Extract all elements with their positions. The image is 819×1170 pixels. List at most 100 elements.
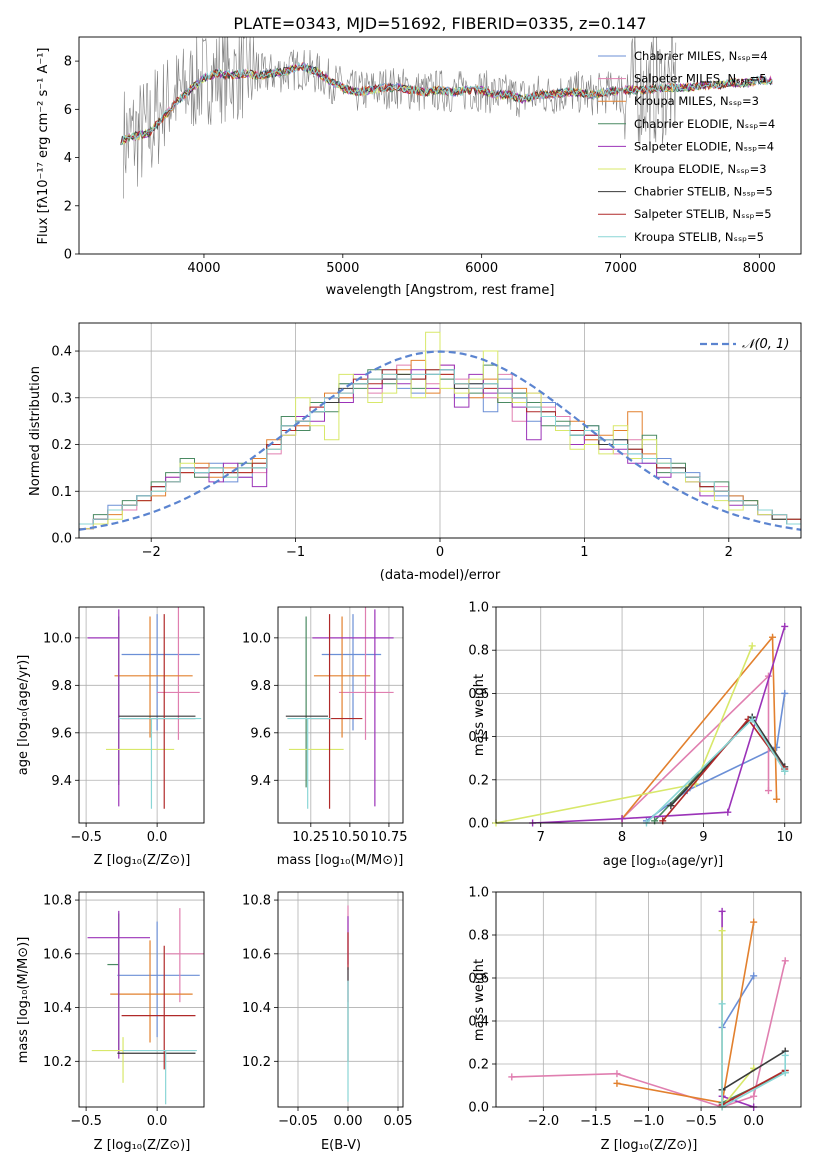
x-tick-label: 10.75 — [370, 830, 407, 845]
y-tick-label: 0.0 — [51, 532, 72, 547]
axes-frame — [78, 322, 802, 539]
legend-entry: Kroupa ELODIE, Nₛₛₚ=3 — [634, 162, 767, 176]
age-vs-metallicity-panel: −0.5 0.0 9.4 9.6 9.8 10.0 — [43, 606, 205, 845]
y-tick-label: 9.6 — [51, 726, 72, 741]
legend-entry: Chabrier MILES, Nₛₛₚ=4 — [634, 49, 768, 63]
mass-weight-vs-metallicity-panel: −2.0 −1.5 −1.0 −0.5 0.0 0.0 0.2 0.4 0.6 0.8 1.0 — [468, 886, 802, 1129]
y-tick-label: 0.3 — [51, 391, 72, 406]
y-tick-label: 9.6 — [250, 726, 271, 741]
mass-z-xlabel: Z [log₁₀(Z/Z⊙)] — [94, 1138, 191, 1153]
y-tick-label: 0.4 — [468, 730, 489, 745]
mass-vs-ebv-panel: −0.05 0.00 0.05 10.2 10.4 10.6 10.8 — [242, 891, 412, 1129]
x-tick-label: 0.0 — [743, 1114, 764, 1129]
model-fit-line — [120, 62, 773, 146]
y-tick-label: 10.2 — [43, 1055, 72, 1070]
y-tick-label: 10.6 — [242, 947, 271, 962]
y-tick-label: 10.8 — [242, 894, 271, 909]
y-tick-label: 0.6 — [468, 972, 489, 987]
x-tick-label: 0.0 — [147, 1114, 168, 1129]
age-z-xlabel: Z [log₁₀(Z/Z⊙)] — [94, 853, 191, 868]
x-tick-label: 9 — [699, 830, 707, 845]
x-tick-label: 0.00 — [334, 1114, 363, 1129]
y-tick-label: 0 — [64, 248, 72, 263]
histogram-step — [79, 369, 801, 538]
axes-frame — [495, 891, 802, 1108]
x-tick-label: 7000 — [604, 261, 637, 276]
y-tick-label: 0.6 — [468, 687, 489, 702]
age-z-ylabel: age [log₁₀(age/yr)] — [16, 655, 31, 776]
x-tick-label: 5000 — [326, 261, 359, 276]
gaussian-curve — [79, 350, 801, 531]
x-tick-label: 10.50 — [331, 830, 368, 845]
legend-entry: 𝒩(0, 1) — [742, 337, 789, 352]
weight-z-xlabel: Z [log₁₀(Z/Z⊙)] — [601, 1138, 698, 1153]
weight-line — [621, 674, 770, 820]
y-tick-label: 0.4 — [468, 1015, 489, 1030]
x-tick-label: −0.5 — [70, 1114, 102, 1129]
x-tick-label: 2 — [725, 545, 733, 560]
x-tick-label: 10.25 — [292, 830, 329, 845]
weight-line — [496, 645, 753, 823]
weight-z-ylabel: mass weight — [472, 959, 487, 1041]
y-tick-label: 0.8 — [468, 644, 489, 659]
y-tick-label: 0.2 — [468, 773, 489, 788]
axes-frame — [78, 606, 205, 824]
weight-line — [721, 930, 755, 1107]
legend-entry: Salpeter MILES, Nₛₛₚ=5 — [634, 72, 767, 86]
axes-frame — [277, 891, 404, 1108]
x-tick-label: 6000 — [465, 261, 498, 276]
observed-spectrum-line — [123, 37, 677, 199]
spectrum-ylabel: Flux [fλ10⁻¹⁷ erg cm⁻² s⁻¹ A⁻¹] — [36, 48, 51, 245]
y-tick-label: 10.4 — [43, 1001, 72, 1016]
weight-line — [721, 975, 755, 1028]
mass-vs-metallicity-panel: −0.5 0.0 10.2 10.4 10.6 10.8 — [43, 891, 205, 1129]
weight-line — [646, 693, 786, 822]
y-tick-label: 9.4 — [250, 774, 271, 789]
y-tick-label: 1.0 — [468, 601, 489, 616]
y-tick-label: 10.8 — [43, 894, 72, 909]
weight-line — [721, 1050, 786, 1091]
y-tick-label: 6 — [64, 103, 72, 118]
y-tick-label: 10.0 — [43, 631, 72, 646]
legend-entry: Kroupa MILES, Nₛₛₚ=3 — [634, 94, 759, 108]
x-tick-label: 4000 — [187, 261, 220, 276]
y-tick-label: 0.1 — [51, 485, 72, 500]
y-tick-label: 9.4 — [51, 774, 72, 789]
weight-age-xlabel: age [log₁₀(age/yr)] — [603, 854, 724, 869]
x-tick-label: 8000 — [743, 261, 776, 276]
y-tick-label: 4 — [64, 151, 72, 166]
x-tick-label: 0 — [436, 545, 444, 560]
x-tick-label: −0.5 — [685, 1114, 717, 1129]
weight-line — [670, 715, 786, 807]
y-tick-label: 1.0 — [468, 886, 489, 901]
y-tick-label: 10.6 — [43, 947, 72, 962]
legend-entry: Salpeter ELODIE, Nₛₛₚ=4 — [634, 139, 774, 153]
y-tick-label: 10.0 — [242, 631, 271, 646]
x-tick-label: −1.0 — [633, 1114, 665, 1129]
weight-line — [721, 1069, 786, 1106]
y-tick-label: 9.8 — [250, 679, 271, 694]
x-tick-label: −1.5 — [580, 1114, 612, 1129]
x-tick-label: 10 — [776, 830, 793, 845]
x-tick-label: −2.0 — [528, 1114, 560, 1129]
y-tick-label: 0.0 — [468, 817, 489, 832]
x-tick-label: 1 — [580, 545, 588, 560]
weight-age-ylabel: mass weight — [472, 674, 487, 756]
figure-title: PLATE=0343, MJD=51692, FIBERID=0335, z=0… — [233, 14, 646, 33]
x-tick-label: −2 — [142, 545, 161, 560]
x-tick-label: 0.0 — [147, 830, 168, 845]
y-tick-label: 2 — [64, 199, 72, 214]
weight-line — [511, 960, 786, 1107]
mass-ebv-xlabel: E(B-V) — [321, 1138, 361, 1153]
weight-line — [532, 626, 786, 823]
axes-frame — [277, 606, 404, 824]
axes-frame — [78, 891, 205, 1108]
residuals-xlabel: (data-model)/error — [380, 568, 501, 583]
legend-entry: Salpeter STELIB, Nₛₛₚ=5 — [634, 207, 772, 221]
spectrum-panel: 4000 5000 6000 7000 8000 0 2 4 6 8 Chabrier MILES,… — [64, 36, 802, 276]
legend-entry: Chabrier ELODIE, Nₛₛₚ=4 — [634, 117, 775, 131]
weight-line — [616, 921, 755, 1104]
y-tick-label: 8 — [64, 55, 72, 70]
age-mass-xlabel: mass [log₁₀(M/M⊙)] — [277, 853, 404, 868]
